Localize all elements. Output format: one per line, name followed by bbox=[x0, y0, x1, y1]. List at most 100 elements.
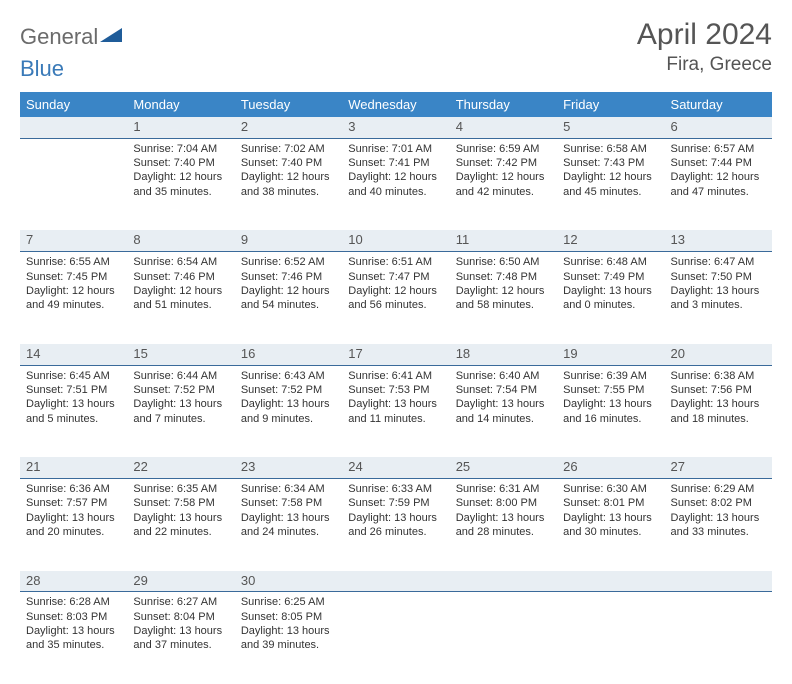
sunrise-text: Sunrise: 7:01 AM bbox=[348, 142, 443, 156]
daylight-text: Daylight: 13 hours and 30 minutes. bbox=[563, 511, 658, 540]
daylight-text: Daylight: 12 hours and 51 minutes. bbox=[133, 284, 228, 313]
sunrise-text: Sunrise: 6:30 AM bbox=[563, 482, 658, 496]
sunrise-text: Sunrise: 6:34 AM bbox=[241, 482, 336, 496]
sunrise-text: Sunrise: 6:58 AM bbox=[563, 142, 658, 156]
sunrise-text: Sunrise: 6:57 AM bbox=[671, 142, 766, 156]
sunset-text: Sunset: 7:45 PM bbox=[26, 270, 121, 284]
sunset-text: Sunset: 7:50 PM bbox=[671, 270, 766, 284]
daylight-text: Daylight: 12 hours and 56 minutes. bbox=[348, 284, 443, 313]
day-content-row: Sunrise: 6:55 AMSunset: 7:45 PMDaylight:… bbox=[20, 252, 772, 344]
day-cell: Sunrise: 6:27 AMSunset: 8:04 PMDaylight:… bbox=[127, 592, 234, 684]
day-content-row: Sunrise: 6:36 AMSunset: 7:57 PMDaylight:… bbox=[20, 479, 772, 571]
daylight-text: Daylight: 13 hours and 39 minutes. bbox=[241, 624, 336, 653]
sunrise-text: Sunrise: 6:31 AM bbox=[456, 482, 551, 496]
daylight-text: Daylight: 12 hours and 49 minutes. bbox=[26, 284, 121, 313]
day-number: 17 bbox=[342, 344, 449, 365]
day-cell: Sunrise: 7:01 AMSunset: 7:41 PMDaylight:… bbox=[342, 138, 449, 230]
sunset-text: Sunset: 7:53 PM bbox=[348, 383, 443, 397]
day-number bbox=[557, 571, 664, 592]
sunset-text: Sunset: 7:51 PM bbox=[26, 383, 121, 397]
daylight-text: Daylight: 13 hours and 20 minutes. bbox=[26, 511, 121, 540]
weekday-header: Sunday bbox=[20, 92, 127, 117]
day-number: 9 bbox=[235, 230, 342, 251]
day-number: 15 bbox=[127, 344, 234, 365]
day-number: 8 bbox=[127, 230, 234, 251]
sunrise-text: Sunrise: 7:02 AM bbox=[241, 142, 336, 156]
sunset-text: Sunset: 7:40 PM bbox=[133, 156, 228, 170]
day-number: 16 bbox=[235, 344, 342, 365]
daylight-text: Daylight: 13 hours and 37 minutes. bbox=[133, 624, 228, 653]
sunrise-text: Sunrise: 6:41 AM bbox=[348, 369, 443, 383]
calendar-body: 123456Sunrise: 7:04 AMSunset: 7:40 PMDay… bbox=[20, 117, 772, 684]
day-cell: Sunrise: 6:54 AMSunset: 7:46 PMDaylight:… bbox=[127, 252, 234, 344]
day-cell: Sunrise: 6:29 AMSunset: 8:02 PMDaylight:… bbox=[665, 479, 772, 571]
sunrise-text: Sunrise: 6:51 AM bbox=[348, 255, 443, 269]
day-number: 26 bbox=[557, 457, 664, 478]
day-number bbox=[665, 571, 772, 592]
day-cell: Sunrise: 6:34 AMSunset: 7:58 PMDaylight:… bbox=[235, 479, 342, 571]
day-number: 6 bbox=[665, 117, 772, 138]
day-number: 1 bbox=[127, 117, 234, 138]
weekday-header: Thursday bbox=[450, 92, 557, 117]
sunrise-text: Sunrise: 6:29 AM bbox=[671, 482, 766, 496]
sunset-text: Sunset: 7:46 PM bbox=[241, 270, 336, 284]
day-cell: Sunrise: 6:55 AMSunset: 7:45 PMDaylight:… bbox=[20, 252, 127, 344]
day-number: 19 bbox=[557, 344, 664, 365]
daylight-text: Daylight: 12 hours and 45 minutes. bbox=[563, 170, 658, 199]
day-number: 14 bbox=[20, 344, 127, 365]
day-content-row: Sunrise: 6:45 AMSunset: 7:51 PMDaylight:… bbox=[20, 365, 772, 457]
day-cell: Sunrise: 6:57 AMSunset: 7:44 PMDaylight:… bbox=[665, 138, 772, 230]
day-cell: Sunrise: 6:39 AMSunset: 7:55 PMDaylight:… bbox=[557, 365, 664, 457]
daylight-text: Daylight: 12 hours and 58 minutes. bbox=[456, 284, 551, 313]
weekday-header: Friday bbox=[557, 92, 664, 117]
daylight-text: Daylight: 12 hours and 54 minutes. bbox=[241, 284, 336, 313]
daylight-text: Daylight: 13 hours and 0 minutes. bbox=[563, 284, 658, 313]
sunset-text: Sunset: 7:59 PM bbox=[348, 496, 443, 510]
sunrise-text: Sunrise: 7:04 AM bbox=[133, 142, 228, 156]
sunrise-text: Sunrise: 6:38 AM bbox=[671, 369, 766, 383]
sunset-text: Sunset: 7:49 PM bbox=[563, 270, 658, 284]
sunset-text: Sunset: 7:54 PM bbox=[456, 383, 551, 397]
day-number: 13 bbox=[665, 230, 772, 251]
day-cell: Sunrise: 6:41 AMSunset: 7:53 PMDaylight:… bbox=[342, 365, 449, 457]
day-number: 23 bbox=[235, 457, 342, 478]
daylight-text: Daylight: 13 hours and 26 minutes. bbox=[348, 511, 443, 540]
sunset-text: Sunset: 7:46 PM bbox=[133, 270, 228, 284]
day-number bbox=[450, 571, 557, 592]
daylight-text: Daylight: 13 hours and 24 minutes. bbox=[241, 511, 336, 540]
sunrise-text: Sunrise: 6:36 AM bbox=[26, 482, 121, 496]
daylight-text: Daylight: 12 hours and 38 minutes. bbox=[241, 170, 336, 199]
day-cell: Sunrise: 6:51 AMSunset: 7:47 PMDaylight:… bbox=[342, 252, 449, 344]
daylight-text: Daylight: 13 hours and 33 minutes. bbox=[671, 511, 766, 540]
daylight-text: Daylight: 13 hours and 9 minutes. bbox=[241, 397, 336, 426]
day-cell: Sunrise: 6:47 AMSunset: 7:50 PMDaylight:… bbox=[665, 252, 772, 344]
day-cell: Sunrise: 6:31 AMSunset: 8:00 PMDaylight:… bbox=[450, 479, 557, 571]
day-number-row: 21222324252627 bbox=[20, 457, 772, 478]
day-cell: Sunrise: 7:04 AMSunset: 7:40 PMDaylight:… bbox=[127, 138, 234, 230]
daylight-text: Daylight: 13 hours and 18 minutes. bbox=[671, 397, 766, 426]
day-number: 3 bbox=[342, 117, 449, 138]
sunset-text: Sunset: 7:48 PM bbox=[456, 270, 551, 284]
calendar-table: Sunday Monday Tuesday Wednesday Thursday… bbox=[20, 92, 772, 684]
sunrise-text: Sunrise: 6:45 AM bbox=[26, 369, 121, 383]
day-number: 4 bbox=[450, 117, 557, 138]
sunrise-text: Sunrise: 6:48 AM bbox=[563, 255, 658, 269]
sunrise-text: Sunrise: 6:50 AM bbox=[456, 255, 551, 269]
day-cell: Sunrise: 7:02 AMSunset: 7:40 PMDaylight:… bbox=[235, 138, 342, 230]
sunrise-text: Sunrise: 6:44 AM bbox=[133, 369, 228, 383]
day-cell: Sunrise: 6:30 AMSunset: 8:01 PMDaylight:… bbox=[557, 479, 664, 571]
day-number bbox=[342, 571, 449, 592]
sunset-text: Sunset: 7:44 PM bbox=[671, 156, 766, 170]
sunset-text: Sunset: 7:55 PM bbox=[563, 383, 658, 397]
daylight-text: Daylight: 13 hours and 22 minutes. bbox=[133, 511, 228, 540]
day-cell: Sunrise: 6:33 AMSunset: 7:59 PMDaylight:… bbox=[342, 479, 449, 571]
brand-text-2: Blue bbox=[20, 56, 772, 82]
day-number: 11 bbox=[450, 230, 557, 251]
day-cell: Sunrise: 6:28 AMSunset: 8:03 PMDaylight:… bbox=[20, 592, 127, 684]
day-cell bbox=[557, 592, 664, 684]
daylight-text: Daylight: 13 hours and 5 minutes. bbox=[26, 397, 121, 426]
daylight-text: Daylight: 12 hours and 47 minutes. bbox=[671, 170, 766, 199]
sunset-text: Sunset: 7:56 PM bbox=[671, 383, 766, 397]
day-number-row: 123456 bbox=[20, 117, 772, 138]
day-cell: Sunrise: 6:58 AMSunset: 7:43 PMDaylight:… bbox=[557, 138, 664, 230]
